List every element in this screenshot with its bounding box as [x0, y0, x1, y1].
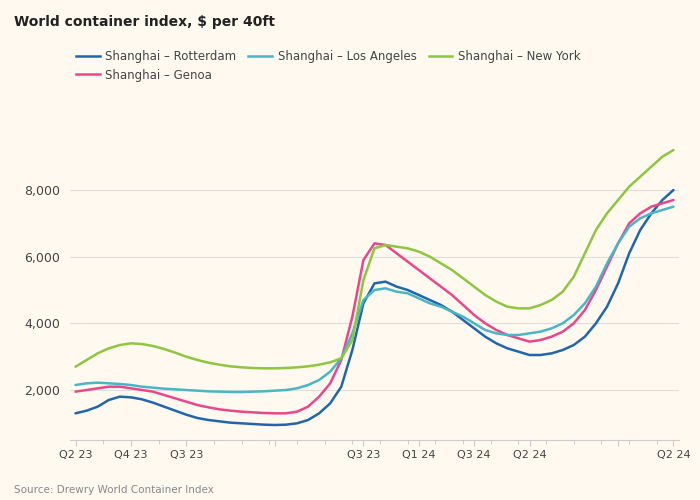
Shanghai – Rotterdam	[216, 418, 224, 424]
Shanghai – Genoa	[304, 404, 312, 409]
Shanghai – New York	[658, 154, 666, 160]
Shanghai – Rotterdam	[71, 410, 80, 416]
Shanghai – Los Angeles	[216, 388, 224, 394]
Shanghai – Los Angeles	[226, 389, 234, 395]
Shanghai – Rotterdam	[658, 197, 666, 203]
Line: Shanghai – New York: Shanghai – New York	[76, 150, 673, 368]
Shanghai – Los Angeles	[669, 204, 678, 210]
Line: Shanghai – Genoa: Shanghai – Genoa	[76, 200, 673, 414]
Shanghai – Los Angeles	[614, 240, 622, 246]
Shanghai – New York	[216, 362, 224, 368]
Line: Shanghai – Rotterdam: Shanghai – Rotterdam	[76, 190, 673, 425]
Shanghai – New York	[614, 197, 622, 203]
Shanghai – Genoa	[182, 398, 190, 404]
Shanghai – New York	[669, 147, 678, 153]
Shanghai – Los Angeles	[658, 207, 666, 213]
Text: World container index, $ per 40ft: World container index, $ per 40ft	[14, 15, 275, 29]
Shanghai – Los Angeles	[71, 382, 80, 388]
Shanghai – New York	[182, 354, 190, 360]
Shanghai – Genoa	[138, 387, 146, 393]
Shanghai – Rotterdam	[138, 396, 146, 402]
Shanghai – Genoa	[271, 410, 279, 416]
Shanghai – Genoa	[71, 388, 80, 394]
Shanghai – Rotterdam	[304, 417, 312, 423]
Text: Source: Drewry World Container Index: Source: Drewry World Container Index	[14, 485, 214, 495]
Shanghai – New York	[138, 341, 146, 347]
Legend: Shanghai – Rotterdam, Shanghai – Genoa, Shanghai – Los Angeles, Shanghai – New Y: Shanghai – Rotterdam, Shanghai – Genoa, …	[76, 50, 581, 82]
Shanghai – Genoa	[669, 197, 678, 203]
Shanghai – Los Angeles	[304, 382, 312, 388]
Shanghai – Genoa	[216, 406, 224, 412]
Shanghai – New York	[304, 364, 312, 370]
Shanghai – Genoa	[614, 240, 622, 246]
Shanghai – Rotterdam	[182, 412, 190, 418]
Shanghai – New York	[260, 366, 268, 372]
Shanghai – Rotterdam	[669, 187, 678, 193]
Shanghai – Los Angeles	[138, 384, 146, 390]
Shanghai – Rotterdam	[271, 422, 279, 428]
Shanghai – Los Angeles	[182, 387, 190, 393]
Shanghai – Rotterdam	[614, 280, 622, 286]
Line: Shanghai – Los Angeles: Shanghai – Los Angeles	[76, 206, 673, 392]
Shanghai – New York	[71, 364, 80, 370]
Shanghai – Genoa	[658, 200, 666, 206]
